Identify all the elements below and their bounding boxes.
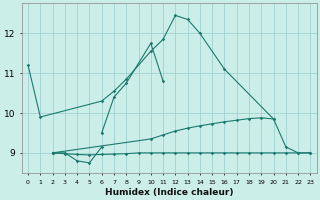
X-axis label: Humidex (Indice chaleur): Humidex (Indice chaleur) — [105, 188, 234, 197]
